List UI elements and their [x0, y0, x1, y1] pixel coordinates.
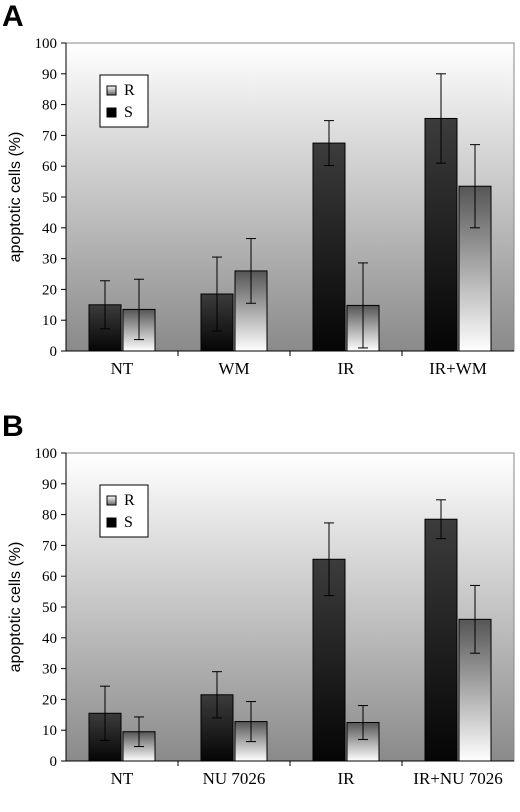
y-axis-label: apoptotic cells (%) [7, 132, 24, 263]
y-tick-label: 0 [50, 754, 58, 770]
legend-swatch-r [106, 495, 117, 506]
panel-label-b: B [2, 410, 24, 443]
y-tick-label: 20 [42, 282, 57, 298]
y-tick-label: 10 [42, 723, 57, 739]
legend-label-r: R [124, 82, 135, 99]
y-tick-label: 80 [42, 508, 57, 524]
legend-box [99, 484, 149, 538]
panel-label-a: A [2, 0, 24, 33]
y-axis-label: apoptotic cells (%) [7, 542, 24, 673]
y-tick-label: 0 [50, 344, 58, 360]
x-category-label: NT [111, 769, 134, 788]
chart-b-svg: 0 10 20 30 40 50 60 70 80 90 100 apoptotic cells (%… [7, 446, 515, 788]
legend-swatch-s [106, 517, 117, 528]
x-category-label: IR+NU 7026 [413, 769, 502, 788]
legend-label-r: R [124, 492, 135, 509]
y-tick-label: 100 [35, 446, 58, 462]
chart-panel-a: A 0 10 20 30 40 50 60 70 80 90 100 apoptotic cells … [0, 0, 520, 400]
x-category-label: IR [338, 359, 356, 378]
y-tick-label: 100 [35, 36, 58, 52]
y-tick-label: 60 [42, 159, 57, 175]
x-category-label: IR+WM [429, 359, 487, 378]
y-tick-label: 90 [42, 477, 57, 493]
y-tick-label: 30 [42, 662, 57, 678]
y-tick-label: 30 [42, 252, 57, 268]
legend-label-s: S [124, 514, 133, 531]
y-tick-label: 60 [42, 569, 57, 585]
y-tick-label: 40 [42, 221, 57, 237]
x-category-label: NU 7026 [203, 769, 266, 788]
y-tick-label: 90 [42, 67, 57, 83]
legend-box [99, 74, 149, 128]
x-category-label: IR [338, 769, 356, 788]
y-tick-label: 80 [42, 98, 57, 114]
legend: RS [99, 74, 149, 128]
y-tick-label: 50 [42, 600, 57, 616]
chart-panel-b: B 0 10 20 30 40 50 60 70 80 90 100 apoptotic cells … [0, 410, 520, 810]
y-tick-label: 50 [42, 190, 57, 206]
bar-s [424, 518, 458, 762]
y-tick-label: 70 [42, 538, 57, 554]
y-tick-label: 20 [42, 692, 57, 708]
x-category-label: NT [111, 359, 134, 378]
chart-a-svg: 0 10 20 30 40 50 60 70 80 90 100 apoptotic cells (%… [7, 36, 515, 378]
legend-label-s: S [124, 104, 133, 121]
x-category-label: WM [218, 359, 249, 378]
legend: RS [99, 484, 149, 538]
legend-swatch-r [106, 85, 117, 96]
y-tick-label: 10 [42, 313, 57, 329]
y-tick-label: 70 [42, 128, 57, 144]
bar-s [312, 142, 346, 352]
y-tick-label: 40 [42, 631, 57, 647]
legend-swatch-s [106, 107, 117, 118]
